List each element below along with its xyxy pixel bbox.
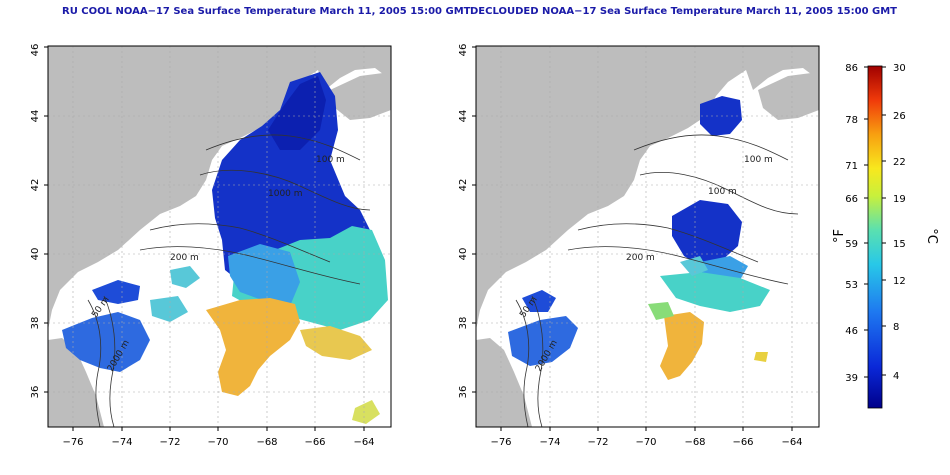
- colorbar-c-8: 8: [893, 322, 899, 333]
- left-lon-tick-70: −70: [207, 437, 228, 448]
- colorbar-f-39: 39: [845, 373, 858, 384]
- right-land: [476, 46, 819, 330]
- right-lon-tick-74: −74: [539, 437, 560, 448]
- right-lon-tick-68: −68: [684, 437, 705, 448]
- colorbar-f-66: 66: [845, 194, 858, 205]
- left-contour-label-3: 200 m: [170, 253, 199, 263]
- right-lat-tick-40: 40: [458, 248, 469, 261]
- right-cyan-small: [680, 256, 708, 276]
- right-lat-tick-36: 36: [458, 386, 469, 399]
- colorbar-fahrenheit-ticks: 86 78 71 66 59 53 46 39: [845, 63, 868, 384]
- left-grid: [48, 46, 391, 427]
- right-grid: [476, 46, 819, 427]
- colorbar-f-78: 78: [845, 115, 858, 126]
- right-contour-label-3: 200 m: [626, 253, 655, 263]
- right-coastal-blue-2: [522, 290, 556, 312]
- left-lat-tick-38: 38: [30, 317, 41, 330]
- right-contour-label-1: 100 m: [744, 155, 773, 165]
- right-nova-scotia: [758, 72, 819, 120]
- left-coastal-blue: [62, 312, 150, 372]
- left-cool-band: [228, 244, 300, 306]
- colorbar-c-22: 22: [893, 157, 906, 168]
- colorbar-gradient: [867, 65, 883, 409]
- colorbar-c-19: 19: [893, 194, 906, 205]
- colorbar-celsius-label: °C: [924, 228, 939, 244]
- left-contour-label-2: 1000 m: [268, 189, 303, 199]
- right-map: 100 m 100 m 200 m 50 m 2000 m 36 38 40 4…: [458, 44, 820, 448]
- left-lat-axis: 36 38 40 42 44 46: [30, 44, 48, 399]
- right-lat-tick-44: 44: [458, 110, 469, 123]
- right-lon-tick-72: −72: [587, 437, 608, 448]
- right-lon-tick-70: −70: [635, 437, 656, 448]
- colorbar-fahrenheit-label: °F: [832, 229, 847, 243]
- left-lon-tick-72: −72: [159, 437, 180, 448]
- right-cold-center: [672, 200, 742, 266]
- left-map: 100 m 1000 m 200 m 50 m 2000 m 36 38 40 …: [30, 44, 392, 448]
- right-lat-tick-38: 38: [458, 317, 469, 330]
- colorbar-f-46: 46: [845, 326, 858, 337]
- left-contour-label-1: 100 m: [316, 155, 345, 165]
- colorbar-c-26: 26: [893, 111, 906, 122]
- right-lat-tick-46: 46: [458, 44, 469, 57]
- left-lon-tick-68: −68: [256, 437, 277, 448]
- left-lat-tick-46: 46: [30, 44, 41, 57]
- right-contour-label-2: 100 m: [708, 187, 737, 197]
- colorbar-celsius-ticks: 30 26 22 19 15 12 8 4: [882, 63, 906, 382]
- left-lat-tick-36: 36: [30, 386, 41, 399]
- right-lat-tick-42: 42: [458, 179, 469, 192]
- left-lat-tick-44: 44: [30, 110, 41, 123]
- left-lon-tick-74: −74: [111, 437, 132, 448]
- left-land-south: [48, 338, 104, 427]
- panel-2-title: DECLOUDED NOAA−17 Sea Surface Temperatur…: [470, 6, 898, 17]
- right-cyan-band: [660, 272, 770, 312]
- colorbar-f-86: 86: [845, 63, 858, 74]
- left-cold-upper: [268, 76, 326, 150]
- left-warm-small: [352, 400, 380, 424]
- left-cold-water: [212, 72, 370, 282]
- left-cyan-small: [170, 266, 200, 288]
- colorbar-c-15: 15: [893, 239, 906, 250]
- left-lon-axis: −76 −74 −72 −70 −68 −66 −64: [62, 427, 375, 448]
- colorbar-f-59: 59: [845, 239, 858, 250]
- panel-1-title: RU COOL NOAA−17 Sea Surface Temperature …: [62, 6, 471, 17]
- left-lat-tick-42: 42: [30, 179, 41, 192]
- left-warm-patch: [300, 326, 372, 360]
- right-lon-tick-76: −76: [490, 437, 511, 448]
- left-coastal-blue-2: [92, 280, 140, 304]
- right-map-border: [475, 45, 820, 428]
- right-lon-tick-64: −64: [781, 437, 802, 448]
- colorbar-c-4: 4: [893, 371, 899, 382]
- right-lon-axis: −76 −74 −72 −70 −68 −66 −64: [490, 427, 803, 448]
- right-warm-small: [754, 352, 768, 362]
- left-warm-water: [206, 298, 300, 396]
- colorbar-f-71: 71: [845, 161, 858, 172]
- colorbar: 86 78 71 66 59 53 46 39 30 26 22 19 15 1…: [832, 63, 939, 409]
- left-nova-scotia: [330, 72, 391, 120]
- left-lon-tick-66: −66: [304, 437, 325, 448]
- right-lon-tick-66: −66: [732, 437, 753, 448]
- left-lon-tick-64: −64: [353, 437, 374, 448]
- right-lat-axis: 36 38 40 42 44 46: [458, 44, 476, 399]
- left-map-border: [47, 45, 392, 428]
- right-warm-water: [660, 312, 704, 380]
- colorbar-c-30: 30: [893, 63, 906, 74]
- left-cyan-small-2: [150, 296, 188, 322]
- colorbar-f-53: 53: [845, 280, 858, 291]
- left-lon-tick-76: −76: [62, 437, 83, 448]
- left-lat-tick-40: 40: [30, 248, 41, 261]
- right-green-patch: [648, 302, 674, 320]
- right-land-south: [476, 338, 532, 427]
- colorbar-c-12: 12: [893, 276, 906, 287]
- left-land: [48, 46, 391, 330]
